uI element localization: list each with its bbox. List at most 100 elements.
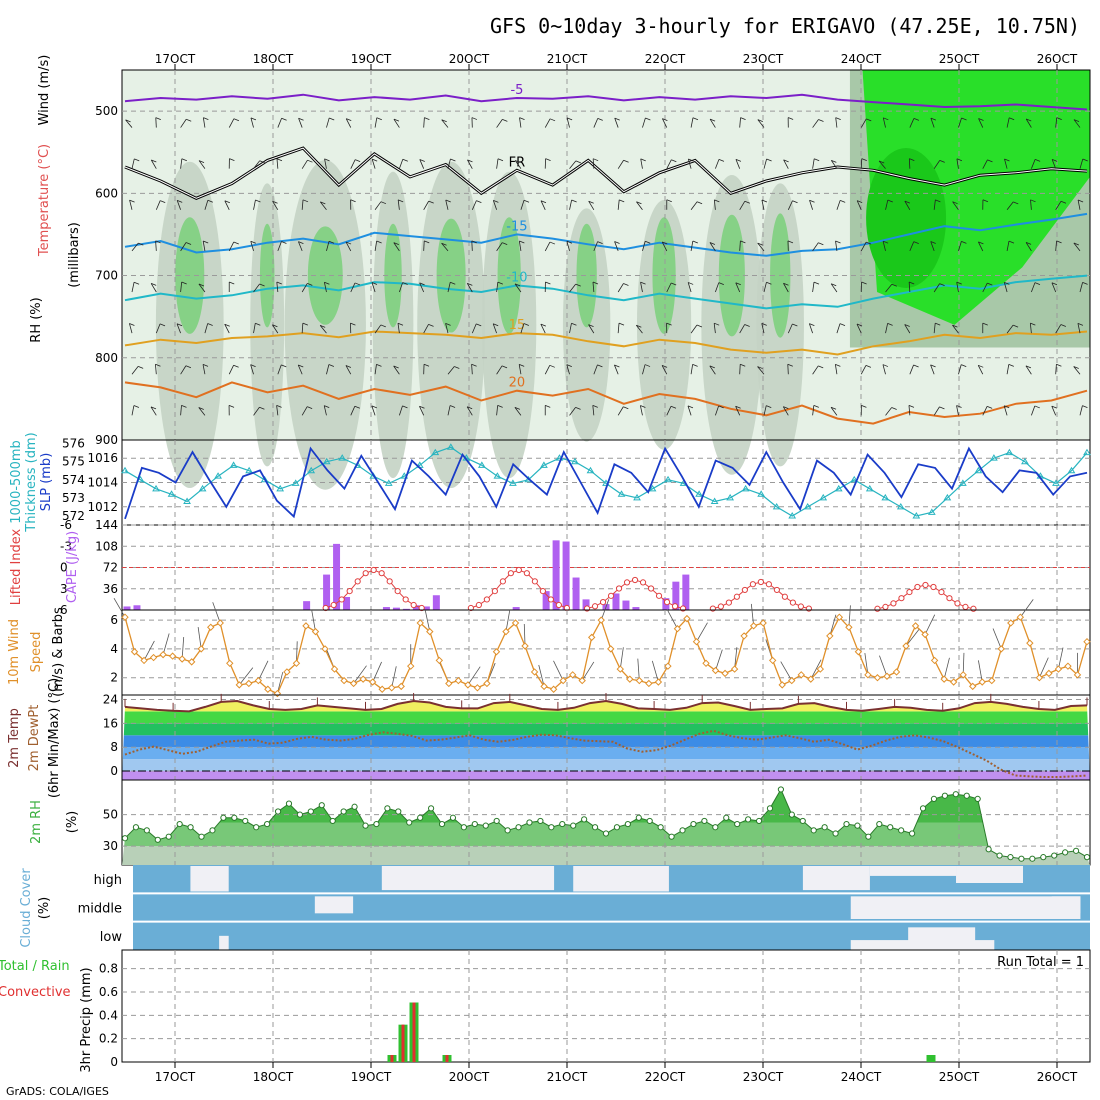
wind-barb-flag xyxy=(476,323,482,327)
wind-barb-flag xyxy=(571,199,577,203)
wind-barb-flag xyxy=(376,240,382,244)
rh-marker xyxy=(165,833,172,840)
wind-barb-flag xyxy=(272,324,278,328)
wind-barb-flag xyxy=(735,159,742,162)
wind-barb-flag xyxy=(761,199,768,203)
y-axis-label: (%) xyxy=(37,897,52,920)
wind-speed-marker xyxy=(473,684,482,692)
wind-barb-flag xyxy=(138,242,144,246)
rh-marker xyxy=(493,817,500,825)
wind-barb xyxy=(441,242,449,252)
wind-barb-flag xyxy=(255,322,261,326)
wind-barb-flag xyxy=(328,364,335,367)
wind-barb xyxy=(371,405,376,416)
temp-band xyxy=(122,747,1090,760)
wind-barb xyxy=(588,201,595,210)
wind-barb-flag xyxy=(393,365,399,369)
wind-barb-flag xyxy=(207,199,213,203)
wind-barb-flag xyxy=(320,324,326,328)
wind-barb-flag xyxy=(614,364,620,368)
lifted-index-tick-label: 6 xyxy=(60,603,68,617)
wind-barb xyxy=(687,282,692,293)
wind-barb-flag xyxy=(813,281,820,285)
wind-barb-flag xyxy=(592,281,599,285)
rh-marker xyxy=(537,817,544,825)
rh-marker xyxy=(701,817,708,825)
wind-barb xyxy=(371,282,376,293)
wind-barb xyxy=(933,283,940,293)
wind-barb-flag xyxy=(666,322,672,326)
lifted-index-marker xyxy=(781,593,788,600)
cloud-level-label: middle xyxy=(78,902,122,917)
wind-barb xyxy=(496,119,503,128)
wind-barb xyxy=(696,622,708,642)
wind-barb xyxy=(614,241,619,252)
wind-barb xyxy=(757,366,765,375)
wind-barb xyxy=(272,201,279,210)
wind-barb xyxy=(860,158,863,169)
wind-barb xyxy=(1039,657,1049,678)
rh-marker xyxy=(460,824,467,831)
wind-barb-flag xyxy=(380,324,386,328)
wind-barb-flag xyxy=(523,323,529,326)
footer-credit: GrADS: COLA/IGES xyxy=(6,1085,109,1098)
wind-barb xyxy=(326,117,330,128)
thickness-marker xyxy=(1052,479,1060,486)
wind-barb xyxy=(783,283,789,293)
wind-barb-flag xyxy=(402,158,408,162)
rh-shade-high xyxy=(436,218,466,333)
wind-speed-marker xyxy=(435,656,444,665)
wind-barb-flag xyxy=(935,199,941,203)
top-day-label: 26OCT xyxy=(1037,52,1078,66)
wind-barb xyxy=(569,323,572,334)
wind-barb xyxy=(544,365,551,375)
cape-bar xyxy=(552,540,560,610)
panel-wind10m: 2 4 6 10m Wind Speed (m/s) & Barbs xyxy=(7,597,1091,698)
wind-barb xyxy=(958,364,962,375)
wind-barb-flag xyxy=(840,199,846,203)
wind-barb xyxy=(447,282,451,293)
precip-tick-label: 0.8 xyxy=(99,962,118,976)
bottom-day-label: 19OCT xyxy=(351,1070,392,1084)
wind-barb-flag xyxy=(735,282,741,286)
wind-barb-flag xyxy=(129,199,135,203)
wind-barb-flag xyxy=(423,363,430,367)
thickness-marker xyxy=(540,461,548,468)
cape-bar xyxy=(612,593,620,610)
rh-marker xyxy=(209,827,216,834)
wind-barb-flag xyxy=(380,201,387,205)
bottom-day-label: 20OCT xyxy=(449,1070,490,1084)
wind-barb xyxy=(298,118,303,128)
thickness-marker xyxy=(710,497,719,504)
wind-barb-flag xyxy=(450,281,456,285)
thickness-marker xyxy=(431,448,440,456)
wind-barb xyxy=(687,158,692,169)
wind-barb-flag xyxy=(497,158,504,162)
wind-barb xyxy=(908,158,911,169)
wind-barb xyxy=(878,160,886,169)
wind-barb-flag xyxy=(571,322,577,326)
wind-barb-flag xyxy=(393,118,400,122)
wind-barb-flag xyxy=(1051,158,1058,162)
wind-barb-flag xyxy=(129,323,135,326)
wind-barb xyxy=(180,119,187,128)
wind-barb-flag xyxy=(233,364,239,368)
wind-barb-flag xyxy=(250,364,256,368)
wind-barb-flag xyxy=(276,405,282,408)
wind-barb-flag xyxy=(787,117,794,120)
wind-barb xyxy=(1055,240,1057,251)
wind-barb-flag xyxy=(176,323,183,327)
precip-tick-label: 0 xyxy=(110,1055,118,1069)
bottom-day-label: 26OCT xyxy=(1037,1070,1078,1084)
wind-barb xyxy=(1030,199,1032,210)
wind-barb-flag xyxy=(623,406,629,410)
thickness-marker xyxy=(772,502,781,510)
rh-marker xyxy=(930,795,938,802)
wind-barb-flag xyxy=(671,159,677,163)
wind-barb-flag xyxy=(302,322,308,326)
wind-barb-flag xyxy=(203,240,209,244)
wind-barb xyxy=(982,282,988,293)
wind-speed-marker xyxy=(578,676,586,685)
temp-tick-label: 24 xyxy=(103,692,118,706)
thickness-marker xyxy=(229,461,238,468)
